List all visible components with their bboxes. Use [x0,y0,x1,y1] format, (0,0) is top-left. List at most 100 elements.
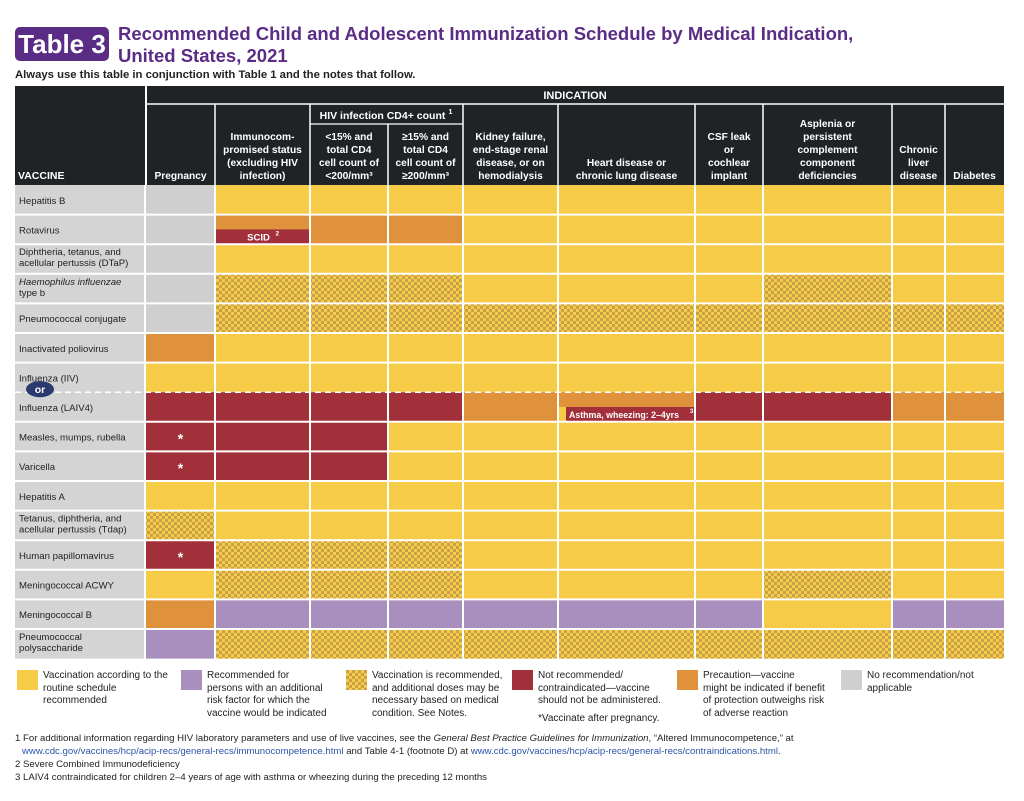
indication-cell [695,569,763,600]
indication-cell [463,273,558,304]
column-header-4: ≥200/mm³ [402,171,450,182]
indication-cell [892,303,945,333]
indication-cell [892,273,945,304]
indication-cell [945,481,1004,511]
indication-cell [146,303,215,333]
dotted-pattern-swatch [346,670,367,690]
asthma-footnote-marker: 3 [690,409,694,415]
indication-cell [146,481,215,511]
column-header-8: Asplenia or [800,119,856,130]
column-header-7: cochlear [708,158,750,169]
vaccine-row-label: Haemophilus influenzae [19,277,121,288]
indication-cell [558,510,695,541]
vaccine-row-label: Pneumococcal [19,632,82,643]
indication-cell [215,629,310,659]
indication-cell [310,214,388,245]
indication-cell [215,392,310,422]
indication-cell [763,629,892,659]
vaccine-row-label: Meningococcal B [19,610,92,621]
legend-note: *Vaccinate after pregnancy. [538,712,660,724]
column-header-4: cell count of [396,158,457,169]
footnote-1-text-cont: , “Altered Immunocompetence,” at [648,733,794,744]
indication-cell [945,392,1004,422]
indication-cell [945,362,1004,393]
indication-cell [146,333,215,363]
table-number-badge: Table 3 [15,27,109,61]
footnote-1: 1 For additional information regarding H… [15,733,794,745]
indication-cell [558,451,695,481]
column-header-5: hemodialysis [478,171,543,182]
indication-cell [215,273,310,304]
legend-line: recommended [43,695,107,706]
asthma-label: Asthma, wheezing: 2–4yrs [569,410,679,420]
immunocompetence-link[interactable]: www.cdc.gov/vaccines/hcp/acip-recs/gener… [22,746,344,757]
legend-line: applicable [867,682,913,694]
contraindications-link[interactable]: www.cdc.gov/vaccines/hcp/acip-recs/gener… [470,746,778,757]
legend-line: of adverse reaction [703,707,789,719]
indication-cell [310,392,388,422]
legend-line: might be indicated if benefit [703,682,825,694]
legend-line: vaccine would be indicated [207,707,327,719]
vaccine-row-label: Tetanus, diphtheria, and [19,514,121,525]
vaccine-row-label: Hepatitis B [19,196,65,207]
indication-cell [310,333,388,363]
footnote-1-text: 1 For additional information regarding H… [15,733,434,744]
indication-cell [892,451,945,481]
indication-cell [310,244,388,274]
column-header-2: promised status [223,145,302,156]
indication-cell [463,244,558,274]
indication-cell [558,214,695,245]
indication-cell [310,540,388,570]
legend-line: condition. See Notes. [372,707,468,719]
legend-swatch-1 [17,670,38,690]
indication-cell [215,244,310,274]
column-header-8: deficiencies [798,171,857,182]
legend-swatch-5 [677,670,698,690]
indication-cell [310,510,388,541]
indication-cell [388,362,463,393]
column-header-3: cell count of [319,158,380,169]
indication-cell [146,185,215,215]
indication-cell [558,273,695,304]
indication-cell [215,540,310,570]
legend-swatch-2 [181,670,202,690]
legend-text-1: Vaccination according to the routine sche… [43,670,168,708]
title-line-2: United States, 2021 [118,45,288,66]
indication-cell [763,451,892,481]
indication-cell [892,185,945,215]
vaccine-row-label: Measles, mumps, rubella [19,433,126,444]
indication-cell [146,392,215,422]
indication-cell [892,214,945,245]
vaccinate-after-pregnancy-star: * [178,431,184,447]
indication-cell [215,421,310,452]
legend-text-4: Not recommended/contraindicated—vaccine s… [538,670,661,725]
scid-footnote-marker: 2 [276,230,280,237]
hiv-group-label: HIV infection CD4+ count [320,110,446,122]
indication-cell [146,273,215,304]
vaccine-row-label: Influenza (IIV) [19,373,79,384]
legend-line: of protection outweighs risk [703,695,825,706]
indication-cell [945,569,1004,600]
footnote-3: 3 LAIV4 contraindicated for children 2–4… [15,772,487,783]
column-header-3: total CD4 [327,145,372,156]
indication-cell [310,362,388,393]
indication-cell [763,185,892,215]
indication-cell [146,214,215,245]
indication-cell [388,540,463,570]
footnote-1-mid: and Table 4-1 (footnote D) at [343,746,471,757]
column-header-7: or [724,145,734,156]
column-header-3: <200/mm³ [325,171,373,182]
subtitle: Always use this table in conjunction wit… [15,69,416,81]
legend-line: Not recommended/ [538,670,624,681]
indication-cell [695,244,763,274]
indication-cell [388,185,463,215]
legend-line: risk factor for which the [207,695,310,706]
indication-cell [695,540,763,570]
indication-cell [463,333,558,363]
indication-cell [892,540,945,570]
column-header-3: <15% and [325,132,372,143]
asthma-cell-top [558,392,695,407]
indication-cell [146,629,215,659]
footnote-2: 2 Severe Combined Immunodeficiency [15,759,180,770]
vaccine-row-label: acellular pertussis (DTaP) [19,258,128,269]
